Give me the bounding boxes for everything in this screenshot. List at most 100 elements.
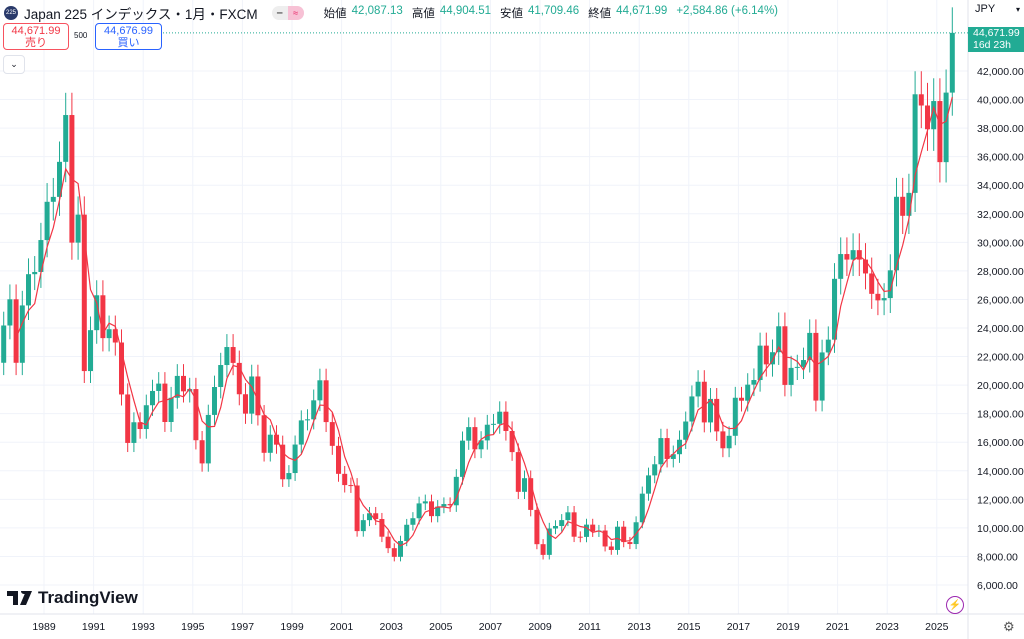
- candle: [844, 237, 850, 277]
- candle-body: [900, 196, 906, 216]
- candle: [763, 332, 769, 377]
- candle-body: [224, 347, 230, 366]
- candle: [943, 69, 949, 183]
- symbol-title[interactable]: Japan 225 インデックス・1月・FXCM: [24, 7, 258, 22]
- candle: [509, 421, 515, 461]
- candle-body: [608, 546, 614, 550]
- candle-body: [577, 536, 583, 538]
- chevron-down-icon: ⌄: [10, 59, 18, 69]
- candle-body: [776, 326, 782, 353]
- candle: [664, 428, 670, 468]
- candle: [602, 524, 608, 552]
- candle-body: [236, 362, 242, 395]
- chart-mode-toggle[interactable]: ━ ≈: [271, 6, 304, 20]
- candle-body: [57, 161, 62, 197]
- candle: [218, 352, 224, 399]
- candle-body: [515, 452, 521, 492]
- candle-body: [528, 478, 534, 510]
- x-tick-label: 2019: [776, 621, 800, 633]
- y-tick-label: 12,000.00: [977, 494, 1024, 506]
- minus-icon[interactable]: ━: [276, 7, 283, 18]
- candle-body: [621, 526, 627, 543]
- candle: [243, 383, 248, 424]
- candle-body: [75, 214, 81, 243]
- candle: [788, 355, 794, 397]
- approx-icon[interactable]: ≈: [287, 6, 304, 20]
- candle: [13, 284, 19, 376]
- candle: [236, 350, 242, 406]
- candle-body: [627, 542, 633, 545]
- sell-button[interactable]: 44,671.99 売り: [3, 23, 69, 50]
- x-tick-label: 1991: [82, 621, 106, 633]
- buy-price: 44,676.99: [104, 24, 153, 37]
- x-tick-label: 1997: [231, 621, 255, 633]
- candle-body: [453, 476, 459, 506]
- candle-body: [472, 427, 478, 450]
- candle: [360, 514, 366, 537]
- candle: [478, 431, 484, 459]
- last-price: 44,671.99: [973, 27, 1020, 39]
- candle-body: [174, 375, 180, 398]
- candle: [453, 469, 459, 512]
- chart-header: 225 Japan 225 インデックス・1月・FXCM ━ ≈ 始値 42,087…: [4, 3, 782, 23]
- currency-select[interactable]: JPY ▾: [975, 3, 1020, 15]
- x-tick-label: 2025: [925, 621, 949, 633]
- candle-body: [354, 485, 360, 532]
- candle-body: [689, 396, 695, 422]
- candle: [373, 506, 379, 526]
- candle: [770, 339, 775, 377]
- candle: [342, 465, 348, 493]
- x-tick-label: 2003: [380, 621, 404, 633]
- candle-body: [714, 398, 720, 432]
- moving-average-line: [15, 97, 953, 547]
- candle: [131, 412, 137, 453]
- candle-body: [813, 332, 819, 401]
- candle: [305, 409, 310, 431]
- candle: [19, 290, 25, 376]
- candle-body: [143, 405, 149, 430]
- candle-body: [906, 192, 912, 216]
- buy-label: 買い: [117, 36, 140, 49]
- candle-body: [26, 274, 31, 306]
- x-tick-label: 2013: [628, 621, 652, 633]
- candle: [298, 410, 304, 454]
- candle: [280, 435, 286, 487]
- lightning-icon[interactable]: ⚡: [946, 596, 964, 614]
- candle: [875, 278, 881, 316]
- candle-body: [255, 376, 261, 416]
- candle-body: [435, 506, 441, 517]
- candle: [894, 177, 899, 287]
- buy-button[interactable]: 44,676.99 買い: [95, 23, 162, 50]
- collapse-button[interactable]: ⌄: [3, 55, 25, 74]
- candle-body: [503, 411, 509, 432]
- candle: [918, 71, 924, 129]
- candle: [869, 257, 875, 309]
- open-value: 42,087.13: [351, 5, 403, 17]
- candle: [534, 503, 540, 550]
- candle: [416, 496, 422, 525]
- candle: [658, 428, 664, 473]
- candle: [212, 375, 217, 426]
- candle: [925, 82, 930, 151]
- candle-body: [212, 387, 217, 415]
- candle: [757, 332, 763, 392]
- candle-body: [379, 519, 385, 537]
- gear-icon[interactable]: ⚙: [1003, 619, 1015, 634]
- candle-body: [658, 438, 664, 465]
- candle: [819, 339, 825, 412]
- candle: [44, 183, 50, 258]
- candle: [708, 388, 713, 433]
- candle-body: [801, 360, 806, 367]
- candle-body: [348, 485, 354, 487]
- candle: [391, 543, 397, 562]
- tradingview-logo[interactable]: TradingView: [7, 588, 138, 608]
- candle-body: [292, 444, 298, 474]
- x-tick-label: 2011: [578, 621, 601, 633]
- candle-body: [770, 352, 775, 365]
- candle: [249, 364, 255, 424]
- candle-body: [670, 454, 676, 459]
- symbol-badge: 225: [4, 6, 18, 20]
- candle-body: [844, 254, 850, 260]
- candle-body: [937, 101, 943, 163]
